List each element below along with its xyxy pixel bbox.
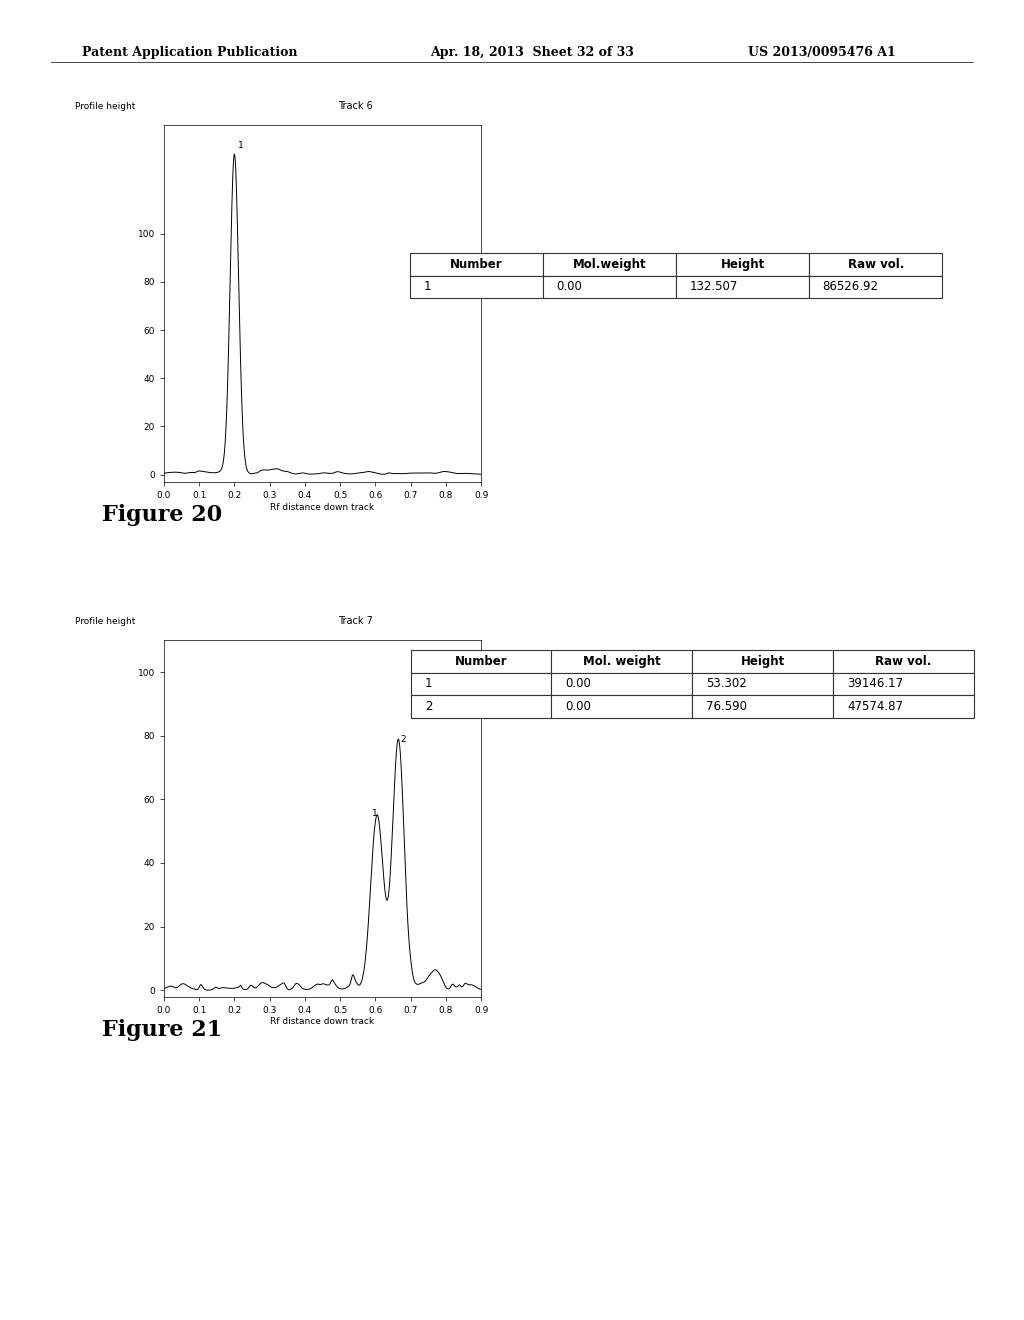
Text: 2: 2 bbox=[400, 735, 406, 743]
Text: Patent Application Publication: Patent Application Publication bbox=[82, 46, 297, 59]
Text: Profile height: Profile height bbox=[75, 102, 135, 111]
X-axis label: Rf distance down track: Rf distance down track bbox=[270, 503, 375, 512]
Text: Figure 21: Figure 21 bbox=[102, 1019, 222, 1041]
Text: US 2013/0095476 A1: US 2013/0095476 A1 bbox=[748, 46, 895, 59]
Text: Track 7: Track 7 bbox=[338, 616, 374, 626]
Text: Apr. 18, 2013  Sheet 32 of 33: Apr. 18, 2013 Sheet 32 of 33 bbox=[430, 46, 634, 59]
Text: Track 6: Track 6 bbox=[338, 102, 373, 111]
Text: Profile height: Profile height bbox=[75, 616, 135, 626]
Text: 1: 1 bbox=[238, 141, 244, 150]
X-axis label: Rf distance down track: Rf distance down track bbox=[270, 1018, 375, 1027]
Text: 1: 1 bbox=[372, 809, 378, 818]
Text: Figure 20: Figure 20 bbox=[102, 504, 222, 527]
